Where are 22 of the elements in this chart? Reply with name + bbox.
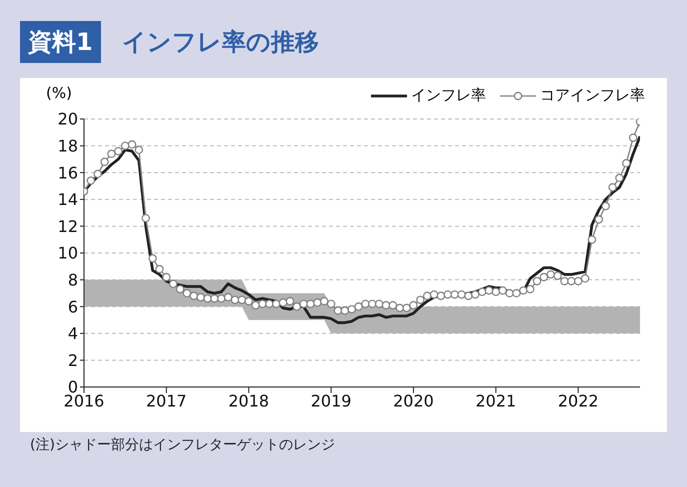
x-tick-label: 2021 — [475, 391, 516, 410]
y-tick-label: 20 — [58, 110, 78, 129]
x-tick-label: 2017 — [146, 391, 187, 410]
y-tick-label: 10 — [58, 244, 78, 263]
y-tick-label: 16 — [58, 163, 78, 182]
y-tick-label: 2 — [68, 350, 78, 370]
text: 資料1 — [20, 21, 101, 63]
y-tick-label: 8 — [68, 270, 78, 290]
x-tick-label: 2022 — [558, 391, 599, 410]
x-tick-label: 2018 — [228, 391, 270, 410]
y-tick-label: 6 — [68, 297, 78, 316]
y-tick-label: 4 — [68, 324, 78, 344]
chart-title: インフレ率の推移 — [122, 27, 319, 58]
x-tick-label: 2020 — [393, 391, 434, 410]
text: (注)シャドー部分はインフレターゲットのレンジ — [30, 436, 335, 454]
y-tick-label: 18 — [58, 136, 78, 156]
legend-label: コアインフレ率 — [540, 86, 645, 105]
y-tick-label: 14 — [58, 190, 78, 210]
y-tick-label: 12 — [58, 216, 78, 236]
legend-label: インフレ率 — [411, 86, 486, 105]
x-tick-label: 2019 — [310, 391, 352, 410]
y-axis-title: (%) — [46, 84, 72, 102]
